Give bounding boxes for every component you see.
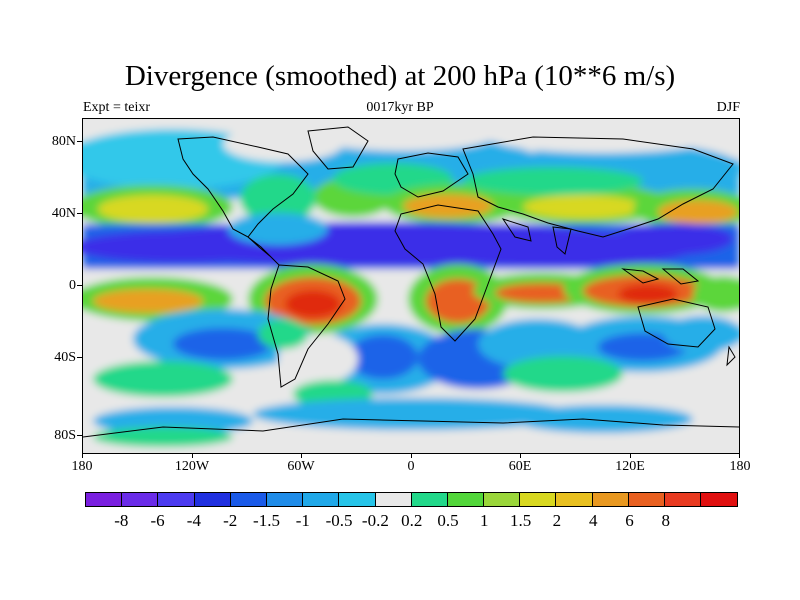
colorbar-label: 8	[661, 511, 671, 530]
coastline	[501, 218, 532, 242]
lon-label-60w: 60W	[287, 459, 315, 474]
coastline	[621, 268, 660, 284]
lat-tick	[77, 213, 82, 214]
colorbar-box-9	[411, 493, 448, 506]
lat-tick	[77, 435, 82, 436]
lon-label-120e: 120E	[615, 459, 645, 474]
lat-tick	[77, 285, 82, 286]
colorbar-box-17	[701, 493, 738, 506]
lat-label-40s: 40S	[54, 350, 76, 365]
lat-label-80s: 80S	[54, 428, 76, 443]
coastline	[83, 418, 739, 438]
colorbar-box-12	[520, 493, 557, 506]
season-label: DJF	[716, 100, 740, 115]
colorbar-label: -8	[114, 511, 129, 530]
coastline	[394, 152, 469, 198]
lat-tick	[77, 357, 82, 358]
coastline	[307, 126, 369, 170]
coastline	[267, 264, 346, 388]
coastline	[394, 204, 502, 342]
colorbar-box-1	[122, 493, 159, 506]
divergence-field-map	[83, 119, 739, 453]
colorbar-box-3	[194, 493, 231, 506]
lon-tick	[301, 453, 302, 458]
map-panel	[82, 118, 740, 454]
lon-tick	[192, 453, 193, 458]
lon-label-180w: 180	[71, 459, 93, 474]
colorbar-box-2	[158, 493, 195, 506]
coastline	[177, 136, 309, 238]
lon-label-180e: 180	[729, 459, 751, 474]
lon-tick	[411, 453, 412, 458]
colorbar-box-11	[484, 493, 521, 506]
map-title: Divergence (smoothed) at 200 hPa (10**6 …	[124, 60, 676, 92]
colorbar-label: 1	[480, 511, 489, 530]
colorbar-box-10	[447, 493, 485, 506]
colorbar-box-0	[86, 493, 123, 506]
experiment-label: Expt = teixr	[83, 100, 150, 115]
colorbar-label: -0.5	[325, 511, 353, 530]
lon-tick	[520, 453, 521, 458]
lon-tick	[739, 453, 740, 458]
colorbar-box-14	[592, 493, 629, 506]
lat-label-80n: 80N	[51, 134, 76, 149]
lon-label-60e: 60E	[508, 459, 532, 474]
colorbar-label: -6	[150, 511, 165, 530]
colorbar-box-8	[375, 493, 412, 506]
colorbar-box-6	[303, 493, 340, 506]
colorbar-label: -2	[223, 511, 238, 530]
lon-tick	[630, 453, 631, 458]
colorbar-box-5	[266, 493, 304, 506]
colorbar-label: -4	[186, 511, 201, 530]
colorbar-box-16	[665, 493, 702, 506]
lon-label-0: 0	[407, 459, 415, 474]
colorbar	[85, 492, 739, 507]
colorbar-label: 4	[588, 511, 598, 530]
lon-label-120w: 120W	[174, 459, 210, 474]
coastline	[462, 136, 734, 238]
lat-tick	[77, 141, 82, 142]
colorbar-label: 1.5	[509, 511, 532, 530]
time-label: 0017kyr BP	[366, 100, 434, 115]
colorbar-label: -1.5	[253, 511, 280, 530]
colorbar-box-15	[628, 493, 665, 506]
coastline	[726, 345, 736, 367]
colorbar-box-13	[556, 493, 593, 506]
lat-label-40n: 40N	[51, 206, 76, 221]
coastline	[552, 226, 572, 255]
lat-label-eq: 0	[69, 278, 76, 293]
colorbar-label: 6	[625, 511, 634, 530]
coastline	[637, 298, 716, 348]
colorbar-box-4	[230, 493, 267, 506]
colorbar-label: 0.2	[401, 511, 423, 530]
lon-tick	[82, 453, 83, 458]
colorbar-label: 0.5	[437, 511, 459, 530]
colorbar-label: 2	[552, 511, 562, 530]
colorbar-box-7	[339, 493, 376, 506]
colorbar-label: -1	[295, 511, 310, 530]
coastline	[661, 268, 700, 285]
colorbar-label: -0.2	[361, 511, 389, 530]
